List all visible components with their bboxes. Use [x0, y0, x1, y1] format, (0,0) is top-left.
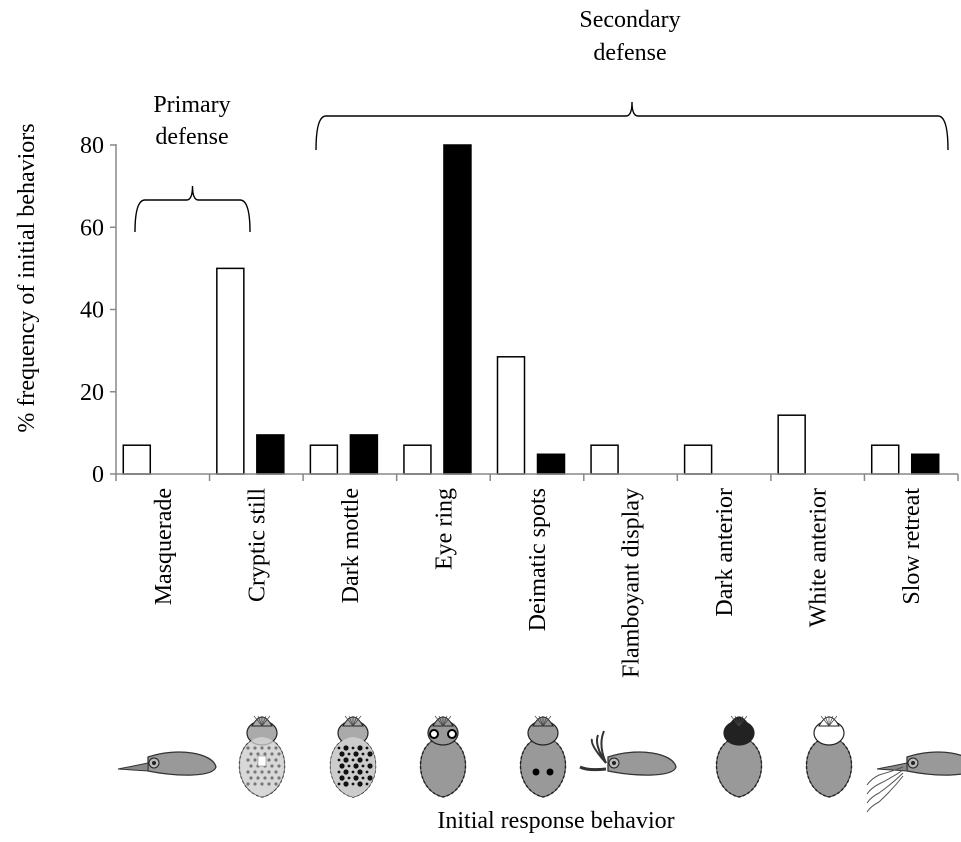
bar-series-1-7	[777, 414, 806, 475]
x-category-label: Masquerade	[151, 488, 177, 605]
x-axis-label: Initial response behavior	[437, 808, 674, 834]
bar-series-1-6	[683, 444, 713, 475]
axes-layer: 0 20 40 60 80 Masquerade Cryptic still Dark mot…	[80, 133, 959, 678]
x-category-label: Slow retreat	[899, 488, 925, 605]
bar-series-1-8	[870, 444, 900, 475]
cuttlefish-white-anterior-icon	[805, 715, 853, 798]
bar-series-1-1	[216, 267, 245, 475]
secondary-defense-label-line-1: Secondary	[579, 7, 680, 33]
bar-series-1-0	[122, 444, 152, 475]
y-tick-label: 60	[80, 215, 104, 241]
icons-layer	[117, 715, 961, 813]
x-category-label: Eye ring	[431, 488, 457, 570]
x-category-label: Dark anterior	[712, 488, 738, 617]
bar-series-2-1	[256, 434, 285, 475]
bar-series-1-3	[403, 444, 432, 475]
bar-series-1-4	[496, 356, 526, 475]
bar-series-2-3	[443, 144, 472, 475]
bar-series-2-4	[536, 453, 566, 475]
primary-defense-label-line-2: defense	[155, 124, 228, 150]
primary-defense-bracket	[134, 185, 251, 233]
x-category-label: Deimatic spots	[525, 488, 551, 631]
primary-defense-label-line-1: Primary	[153, 92, 230, 118]
y-tick-label: 80	[80, 133, 104, 159]
x-category-label: Flamboyant display	[619, 488, 645, 678]
cuttlefish-eye-ring-icon	[419, 715, 467, 798]
bar-series-2-8	[910, 453, 940, 475]
secondary-defense-bracket	[315, 101, 949, 151]
cuttlefish-masquerade-icon	[117, 751, 217, 776]
cuttlefish-flamboyant-display-icon	[579, 730, 677, 776]
bar-series-2-2	[349, 434, 379, 475]
y-axis-label: % frequency of initial behaviors	[14, 123, 40, 432]
cuttlefish-slow-retreat-icon	[866, 751, 961, 813]
cuttlefish-dark-anterior-icon	[715, 715, 763, 798]
x-category-label: Cryptic still	[244, 488, 270, 602]
cuttlefish-dark-mottle-icon	[329, 715, 377, 798]
bars-layer	[122, 144, 940, 475]
bar-series-1-5	[590, 444, 619, 475]
y-tick-label: 40	[80, 298, 104, 324]
y-tick-label: 0	[92, 462, 104, 488]
cuttlefish-deimatic-spots-icon	[519, 715, 567, 798]
brackets-layer: Primary defense Secondary defense	[134, 7, 949, 233]
cuttlefish-cryptic-still-icon	[238, 715, 286, 798]
x-category-label: Dark mottle	[338, 488, 364, 603]
secondary-defense-label-line-2: defense	[593, 40, 666, 66]
x-category-label: White anterior	[806, 488, 832, 627]
bar-series-1-2	[309, 444, 339, 475]
y-tick-label: 20	[80, 380, 104, 406]
